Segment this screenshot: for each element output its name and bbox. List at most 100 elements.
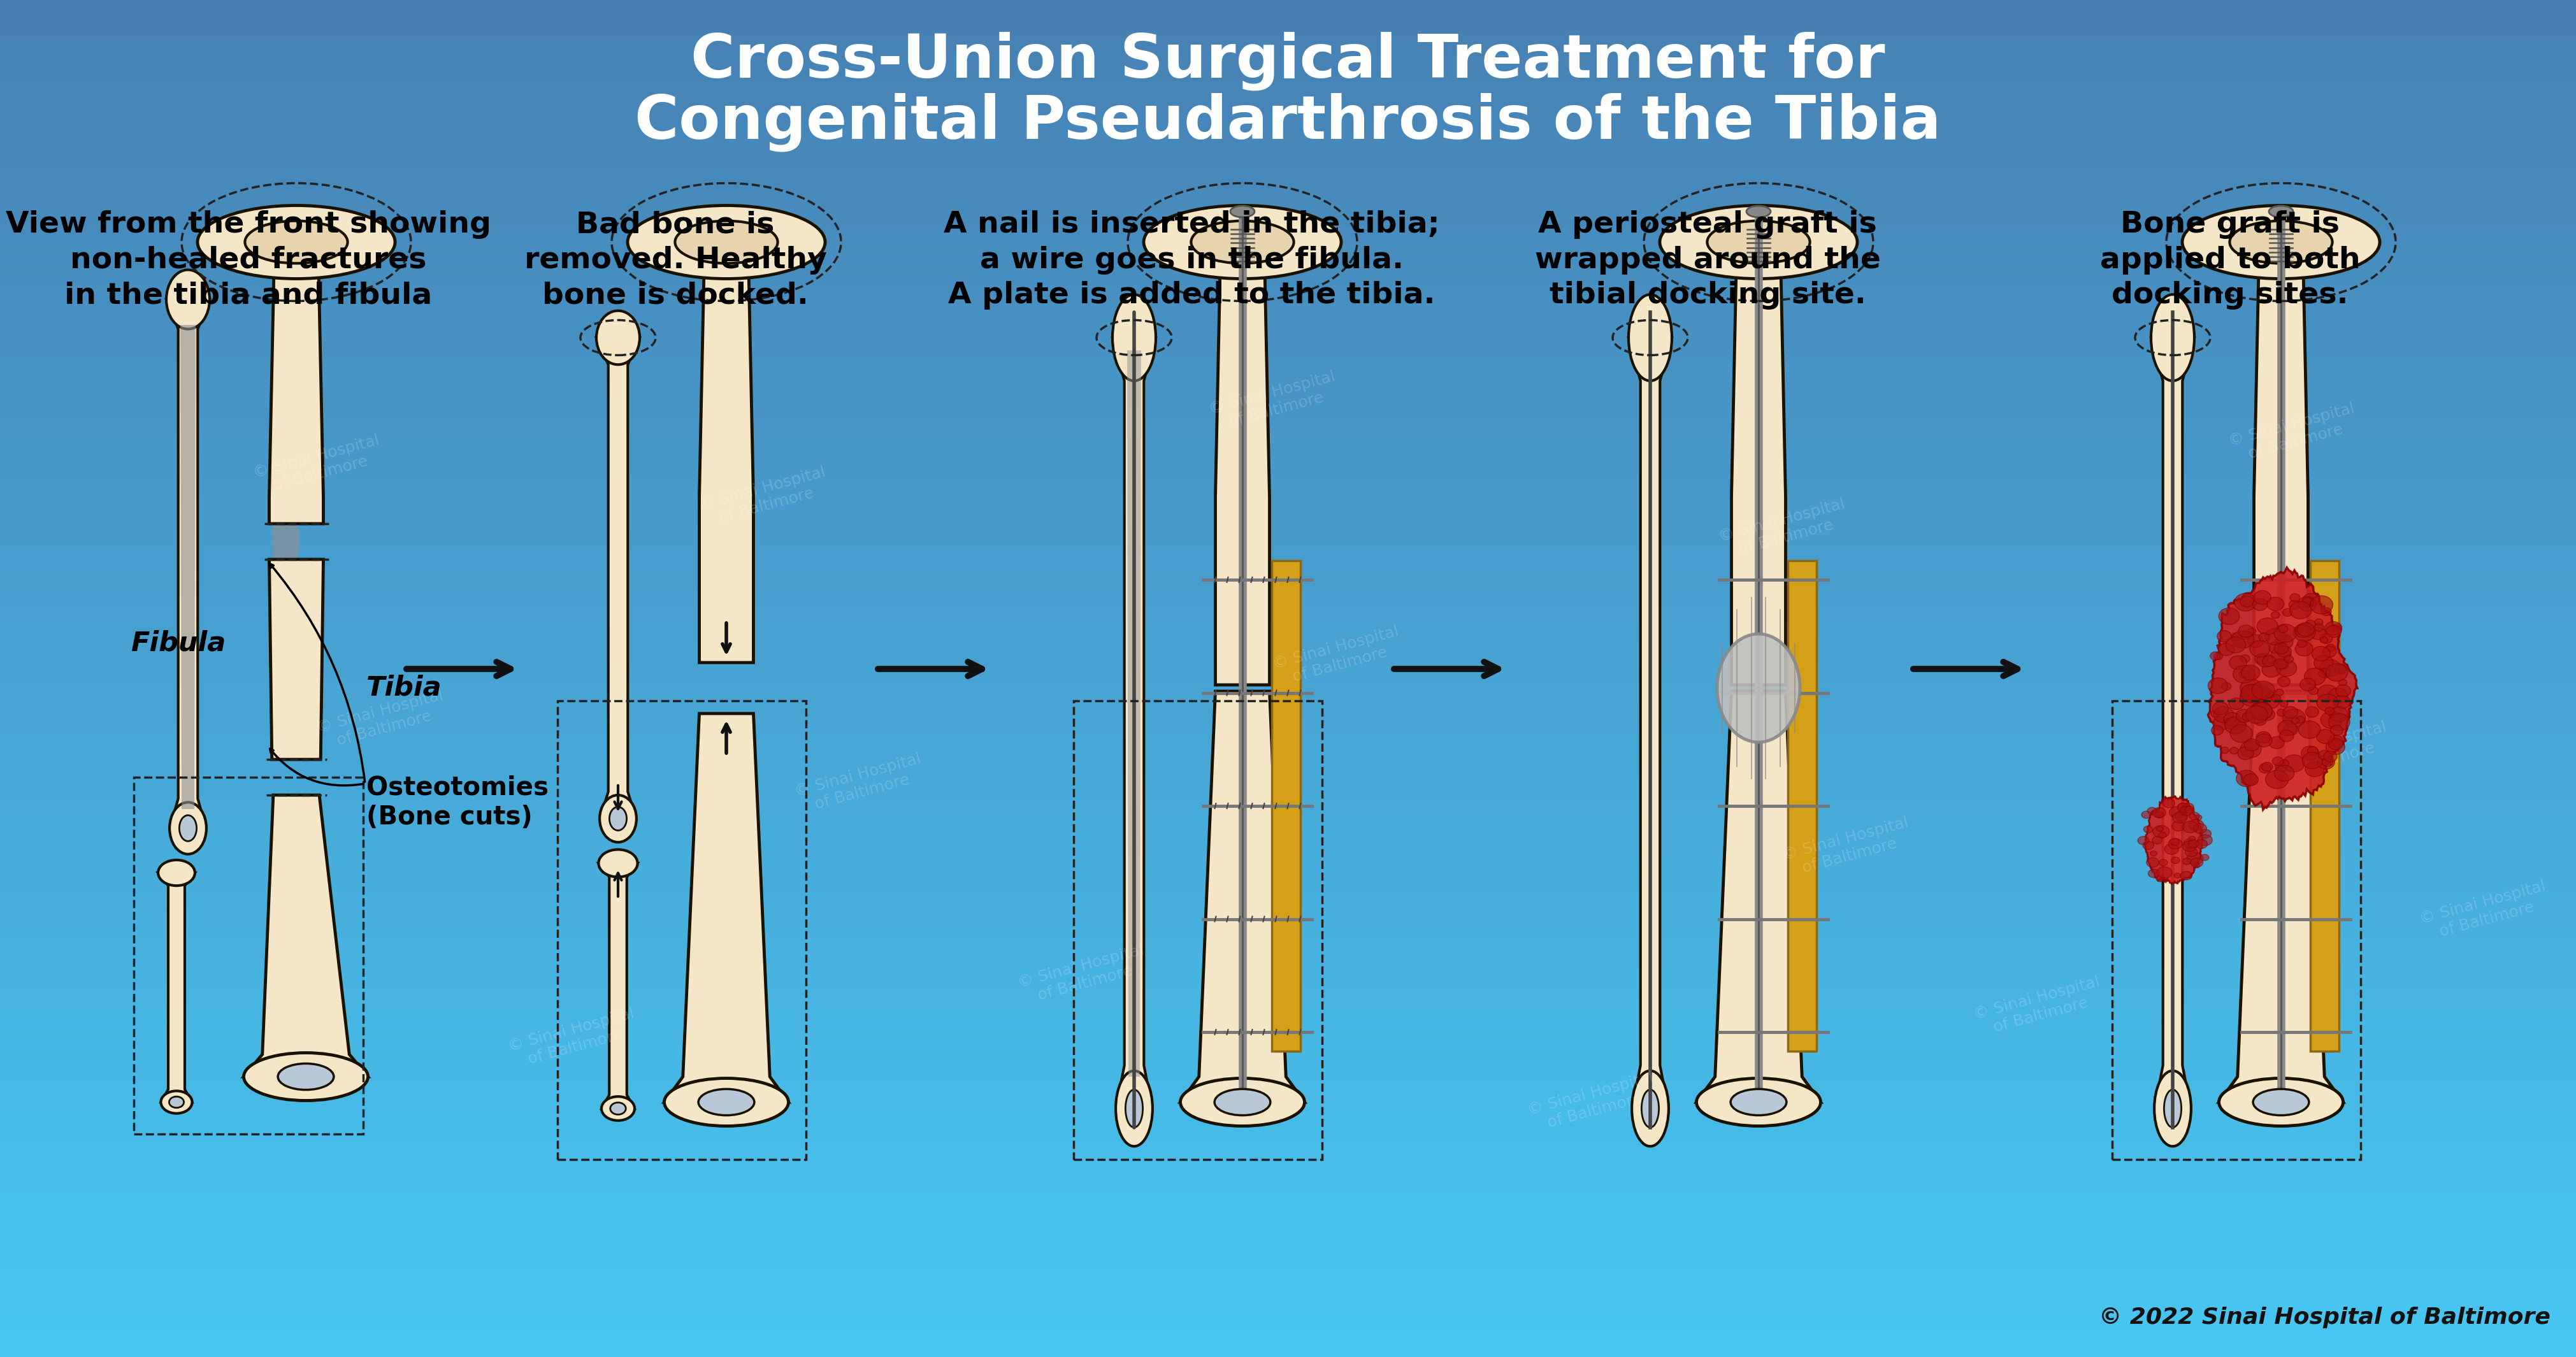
Bar <box>2112 700 2360 1159</box>
Ellipse shape <box>2306 761 2324 776</box>
Ellipse shape <box>2138 836 2148 844</box>
Ellipse shape <box>2329 688 2347 703</box>
Bar <box>0 339 2576 343</box>
Bar <box>0 208 2576 213</box>
Bar <box>0 605 2576 611</box>
Bar <box>0 470 2576 475</box>
Ellipse shape <box>2262 655 2277 666</box>
Text: © Sinai Hospital
of Baltimore: © Sinai Hospital of Baltimore <box>2419 878 2553 944</box>
Bar <box>0 1026 2576 1031</box>
Ellipse shape <box>2164 798 2174 807</box>
Ellipse shape <box>2308 687 2318 695</box>
Text: © Sinai Hospital
of Baltimore: © Sinai Hospital of Baltimore <box>1015 942 1151 1007</box>
Bar <box>0 163 2576 167</box>
Bar <box>0 723 2576 729</box>
Ellipse shape <box>2231 631 2254 649</box>
Ellipse shape <box>2254 1090 2308 1115</box>
Ellipse shape <box>2318 668 2331 678</box>
Ellipse shape <box>2177 803 2190 813</box>
Bar <box>0 873 2576 878</box>
Ellipse shape <box>2241 631 2251 639</box>
Bar <box>0 1307 2576 1312</box>
Bar <box>0 768 2576 773</box>
Bar <box>0 1067 2576 1072</box>
Ellipse shape <box>2246 706 2267 723</box>
Ellipse shape <box>2169 806 2184 818</box>
Ellipse shape <box>2331 725 2344 735</box>
Ellipse shape <box>2251 598 2267 611</box>
Ellipse shape <box>2329 714 2349 730</box>
Bar <box>0 1229 2576 1235</box>
Bar <box>0 307 2576 312</box>
Bar <box>0 285 2576 289</box>
Polygon shape <box>1180 691 1303 1102</box>
Bar <box>0 235 2576 240</box>
Ellipse shape <box>2326 622 2342 635</box>
Bar <box>0 361 2576 366</box>
Ellipse shape <box>2259 708 2275 721</box>
Ellipse shape <box>2184 806 2195 813</box>
Ellipse shape <box>2184 839 2197 848</box>
Ellipse shape <box>2293 624 2316 642</box>
Bar <box>0 198 2576 204</box>
Polygon shape <box>206 242 386 524</box>
Bar <box>0 62 2576 68</box>
Bar <box>0 452 2576 457</box>
Ellipse shape <box>2275 660 2287 669</box>
Bar <box>0 217 2576 221</box>
Ellipse shape <box>2326 740 2344 754</box>
Ellipse shape <box>2280 730 2293 741</box>
Ellipse shape <box>2239 626 2254 638</box>
Ellipse shape <box>2151 294 2195 381</box>
Bar <box>0 334 2576 339</box>
Bar <box>0 588 2576 593</box>
Ellipse shape <box>1180 1079 1303 1126</box>
Ellipse shape <box>1628 294 1672 381</box>
Ellipse shape <box>629 205 824 278</box>
Text: © Sinai Hospital
of Baltimore: © Sinai Hospital of Baltimore <box>1716 497 1852 562</box>
Text: © Sinai Hospital
of Baltimore: © Sinai Hospital of Baltimore <box>1780 814 1914 881</box>
Ellipse shape <box>2197 835 2213 845</box>
Bar <box>0 394 2576 398</box>
Bar <box>0 972 2576 977</box>
Ellipse shape <box>2267 597 2285 611</box>
Bar <box>0 1018 2576 1022</box>
Ellipse shape <box>2241 712 2254 721</box>
Bar <box>0 950 2576 954</box>
Ellipse shape <box>2321 634 2331 643</box>
Bar <box>0 31 2576 37</box>
Ellipse shape <box>2154 1071 2192 1147</box>
Text: © Sinai Hospital
of Baltimore: © Sinai Hospital of Baltimore <box>793 750 927 817</box>
Bar <box>0 1012 2576 1018</box>
Ellipse shape <box>198 205 394 278</box>
Bar <box>0 1045 2576 1049</box>
Text: © Sinai Hospital
of Baltimore: © Sinai Hospital of Baltimore <box>698 464 832 529</box>
Ellipse shape <box>2179 871 2192 879</box>
Bar <box>0 619 2576 624</box>
Bar <box>0 262 2576 267</box>
Bar <box>0 171 2576 176</box>
Bar <box>0 225 2576 231</box>
Bar <box>0 130 2576 136</box>
Ellipse shape <box>2156 875 2164 882</box>
Ellipse shape <box>2169 839 2182 849</box>
Bar <box>0 529 2576 533</box>
Ellipse shape <box>2257 699 2267 707</box>
Bar <box>0 1266 2576 1272</box>
Bar <box>0 316 2576 322</box>
Bar <box>0 0 2576 4</box>
Ellipse shape <box>2269 206 2293 217</box>
Text: © 2022 Sinai Hospital of Baltimore: © 2022 Sinai Hospital of Baltimore <box>2099 1307 2550 1329</box>
Ellipse shape <box>2311 646 2331 661</box>
Polygon shape <box>157 873 196 1102</box>
Ellipse shape <box>2241 678 2262 696</box>
Ellipse shape <box>2254 715 2267 726</box>
Bar <box>0 76 2576 81</box>
Bar <box>0 584 2576 588</box>
Bar <box>0 741 2576 746</box>
Ellipse shape <box>2285 655 2293 662</box>
Bar <box>0 890 2576 896</box>
Bar <box>0 1330 2576 1334</box>
Polygon shape <box>1628 338 1672 1109</box>
Ellipse shape <box>2187 843 2192 848</box>
